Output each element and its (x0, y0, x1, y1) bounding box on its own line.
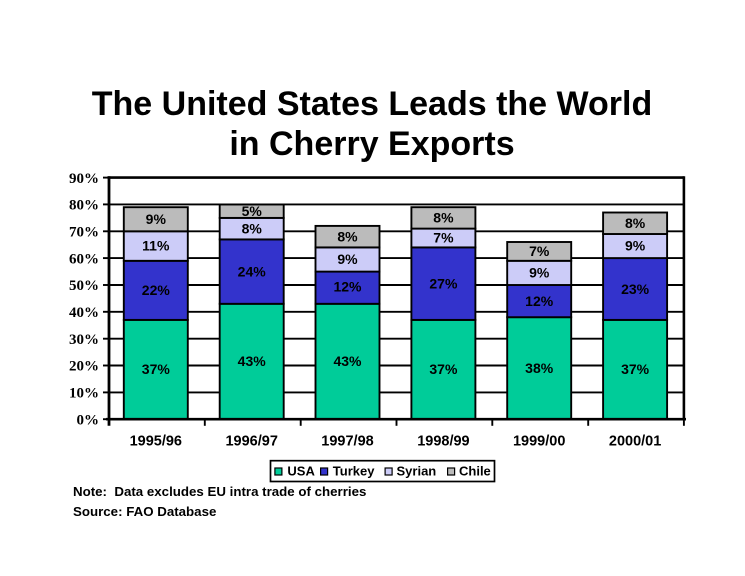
svg-text:60%: 60% (69, 251, 99, 267)
svg-text:37%: 37% (621, 361, 650, 377)
svg-text:70%: 70% (69, 225, 99, 241)
svg-text:8%: 8% (242, 220, 263, 236)
svg-text:The United States Leads the Wo: The United States Leads the World (92, 85, 652, 123)
svg-text:1995/96: 1995/96 (130, 433, 182, 449)
svg-text:43%: 43% (238, 353, 267, 369)
svg-text:0%: 0% (77, 412, 100, 428)
svg-text:7%: 7% (529, 243, 550, 259)
svg-text:12%: 12% (333, 279, 362, 295)
svg-text:24%: 24% (238, 263, 267, 279)
svg-text:23%: 23% (621, 281, 650, 297)
svg-text:43%: 43% (333, 353, 362, 369)
svg-text:Syrian: Syrian (397, 464, 437, 479)
svg-text:9%: 9% (625, 238, 646, 254)
svg-text:1998/99: 1998/99 (417, 433, 469, 449)
svg-text:80%: 80% (69, 198, 99, 214)
svg-text:9%: 9% (337, 251, 358, 267)
svg-text:1999/00: 1999/00 (513, 433, 565, 449)
svg-text:7%: 7% (433, 230, 454, 246)
svg-text:27%: 27% (429, 275, 458, 291)
svg-text:9%: 9% (529, 265, 550, 281)
svg-text:37%: 37% (429, 361, 458, 377)
svg-text:8%: 8% (337, 229, 358, 245)
svg-text:90%: 90% (69, 171, 99, 187)
svg-text:1996/97: 1996/97 (225, 433, 277, 449)
svg-text:2000/01: 2000/01 (609, 433, 661, 449)
svg-text:20%: 20% (69, 359, 99, 375)
svg-text:Chile: Chile (459, 464, 491, 479)
svg-text:22%: 22% (142, 282, 171, 298)
svg-text:12%: 12% (525, 293, 554, 309)
svg-text:5%: 5% (242, 203, 263, 219)
svg-text:50%: 50% (69, 278, 99, 294)
svg-text:in Cherry Exports: in Cherry Exports (229, 125, 514, 163)
svg-text:Note: Data excludes EU intra: Note: Data excludes EU intra trade of ch… (73, 484, 366, 499)
svg-text:38%: 38% (525, 360, 554, 376)
svg-text:8%: 8% (625, 215, 646, 231)
svg-text:8%: 8% (433, 210, 454, 226)
svg-text:USA: USA (287, 464, 315, 479)
svg-text:Turkey: Turkey (333, 464, 375, 479)
svg-text:9%: 9% (146, 211, 167, 227)
svg-text:Source: FAO Database: Source: FAO Database (73, 504, 216, 519)
svg-text:1997/98: 1997/98 (321, 433, 373, 449)
svg-text:11%: 11% (142, 238, 170, 254)
svg-text:40%: 40% (69, 305, 99, 321)
svg-text:10%: 10% (69, 386, 99, 402)
svg-text:37%: 37% (142, 361, 171, 377)
svg-text:30%: 30% (69, 332, 99, 348)
